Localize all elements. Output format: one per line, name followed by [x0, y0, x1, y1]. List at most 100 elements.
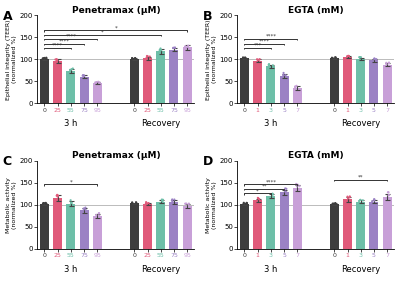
Bar [356, 202, 365, 249]
Point [294, 184, 300, 189]
Point [129, 201, 135, 205]
Text: C: C [3, 155, 12, 168]
Bar [293, 188, 302, 249]
Text: 3 h: 3 h [64, 265, 78, 274]
Point [385, 190, 391, 194]
Point [158, 48, 164, 53]
Text: A: A [3, 10, 12, 23]
Point [68, 201, 74, 205]
Point [40, 56, 46, 61]
Point [67, 68, 74, 72]
Bar [183, 47, 192, 103]
Text: Recovery: Recovery [141, 119, 180, 128]
Point [182, 44, 189, 49]
Bar [183, 206, 192, 249]
Point [133, 201, 140, 205]
Point [280, 73, 287, 78]
Point [144, 54, 151, 58]
Point [53, 58, 60, 62]
Point [93, 80, 100, 84]
Point [242, 55, 248, 60]
Point [360, 198, 366, 203]
Point [169, 199, 176, 204]
Point [241, 201, 247, 205]
Point [356, 55, 363, 59]
Point [292, 85, 298, 89]
Y-axis label: Epithelial integrity (TEER)
(normalized %): Epithelial integrity (TEER) (normalized … [6, 19, 17, 99]
Point [183, 201, 190, 206]
Text: D: D [203, 155, 213, 168]
Point [345, 54, 352, 58]
Point [96, 214, 102, 218]
Point [255, 196, 261, 200]
Point [81, 73, 87, 78]
Text: ****: **** [65, 34, 76, 39]
Point [160, 198, 166, 202]
Text: B: B [203, 10, 212, 23]
Bar [343, 57, 352, 103]
Point [371, 197, 378, 202]
Text: ****: **** [59, 38, 70, 43]
Text: 3 h: 3 h [264, 265, 278, 274]
Text: *: * [114, 25, 117, 30]
Point [346, 195, 353, 200]
Point [346, 194, 353, 199]
Point [40, 201, 46, 206]
Point [371, 198, 378, 203]
Point [357, 55, 363, 60]
Point [296, 184, 303, 189]
Point [67, 68, 74, 72]
Bar [280, 192, 289, 249]
Point [346, 54, 352, 58]
Point [292, 85, 298, 89]
Point [386, 61, 392, 65]
Point [132, 56, 138, 61]
Point [68, 201, 74, 205]
Title: EGTA (mM): EGTA (mM) [288, 6, 344, 15]
Point [293, 84, 300, 88]
Point [54, 194, 61, 199]
Point [143, 200, 149, 204]
Bar [356, 59, 365, 103]
Bar [93, 83, 102, 103]
Bar [53, 198, 62, 249]
Bar [80, 210, 89, 249]
Point [345, 196, 351, 201]
Point [157, 46, 164, 51]
Point [333, 55, 339, 60]
Bar [370, 60, 378, 103]
Point [270, 192, 276, 197]
Point [344, 194, 351, 199]
Point [383, 61, 390, 65]
Point [385, 193, 392, 198]
Point [371, 57, 377, 61]
Point [269, 192, 276, 196]
Point [329, 201, 336, 206]
Bar [40, 204, 49, 249]
Text: ***: *** [254, 43, 262, 48]
Point [43, 201, 49, 205]
Point [169, 198, 175, 203]
Point [184, 45, 191, 49]
Point [383, 62, 390, 66]
Point [266, 62, 272, 66]
Bar [330, 58, 339, 103]
Point [42, 56, 48, 60]
Bar [330, 204, 339, 249]
Point [256, 197, 262, 201]
Title: EGTA (mM): EGTA (mM) [288, 151, 344, 160]
Point [270, 63, 276, 67]
Point [54, 57, 60, 62]
Point [144, 201, 150, 206]
Bar [280, 76, 289, 103]
Point [182, 201, 188, 206]
Point [93, 213, 100, 217]
Point [170, 46, 176, 50]
Point [156, 48, 163, 52]
Point [82, 205, 89, 210]
Point [332, 201, 338, 205]
Point [256, 58, 262, 62]
Point [386, 193, 392, 197]
Bar [130, 59, 139, 103]
Point [244, 201, 250, 206]
